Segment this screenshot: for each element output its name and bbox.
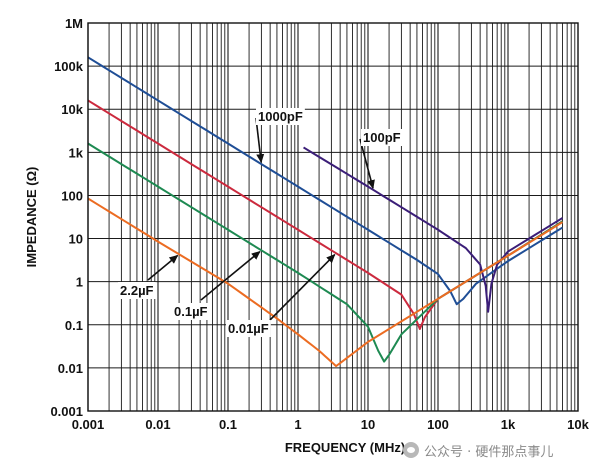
wechat-icon (403, 442, 419, 458)
y-axis-title: IMPEDANCE (Ω) (24, 167, 39, 268)
x-tick-label: 0.01 (145, 417, 170, 432)
x-axis-title: FREQUENCY (MHz) (285, 440, 405, 455)
annotation-label-bg (118, 282, 156, 299)
y-tick-label: 0.1 (65, 318, 83, 333)
annotation-label: 2.2µF (120, 283, 154, 298)
y-tick-label: 0.01 (58, 361, 83, 376)
annotation-arrow (255, 117, 265, 164)
annotation-label: 0.01µF (228, 321, 269, 336)
series-line (87, 197, 563, 368)
y-axis: 0.001 0.01 0.1 1 10 100 1k 10k 100k 1M (50, 16, 83, 419)
x-tick-label: 0.001 (72, 417, 105, 432)
y-tick-label: 1k (69, 145, 84, 160)
x-tick-label: 100 (427, 417, 449, 432)
annotation-label-bg (172, 303, 210, 320)
annotation-label-bg (256, 108, 305, 125)
annotation-label: 100pF (363, 130, 401, 145)
x-axis: 0.001 0.01 0.1 1 10 100 1k 10k (72, 417, 590, 432)
y-tick-label: 1 (76, 275, 83, 290)
series-line (303, 146, 563, 313)
y-tick-label: 10 (69, 232, 83, 247)
y-tick-label: 0.001 (50, 404, 83, 419)
annotation-label-bg (226, 320, 271, 337)
annotation-arrow (147, 254, 179, 281)
series-layer (87, 56, 564, 368)
y-tick-label: 1M (65, 16, 83, 31)
x-tick-label: 1k (501, 417, 516, 432)
series-line (87, 56, 563, 306)
watermark: 公众号 · 硬件那点事儿 (403, 438, 553, 462)
plot-frame (87, 22, 579, 412)
annotation-arrow (269, 253, 336, 321)
y-tick-label: 100k (54, 59, 84, 74)
series-line (87, 142, 564, 363)
x-tick-label: 10 (361, 417, 375, 432)
annotation-label-bg (361, 129, 403, 146)
series-line (87, 99, 564, 330)
x-tick-label: 1 (294, 417, 301, 432)
watermark-text: 公众号 · 硬件那点事儿 (424, 444, 554, 460)
annotation-arrow (359, 138, 375, 190)
x-tick-label: 0.1 (219, 417, 237, 432)
annotation-label: 0.1µF (174, 304, 208, 319)
annotations-layer: 1000pF 100pF 2.2µF 0.1µF 0.01µF (118, 108, 403, 337)
x-tick-label: 10k (567, 417, 589, 432)
y-tick-label: 10k (61, 102, 83, 117)
annotation-arrow (200, 250, 261, 301)
y-tick-label: 100 (61, 188, 83, 203)
annotation-label: 1000pF (258, 109, 303, 124)
gridlines (87, 23, 578, 412)
